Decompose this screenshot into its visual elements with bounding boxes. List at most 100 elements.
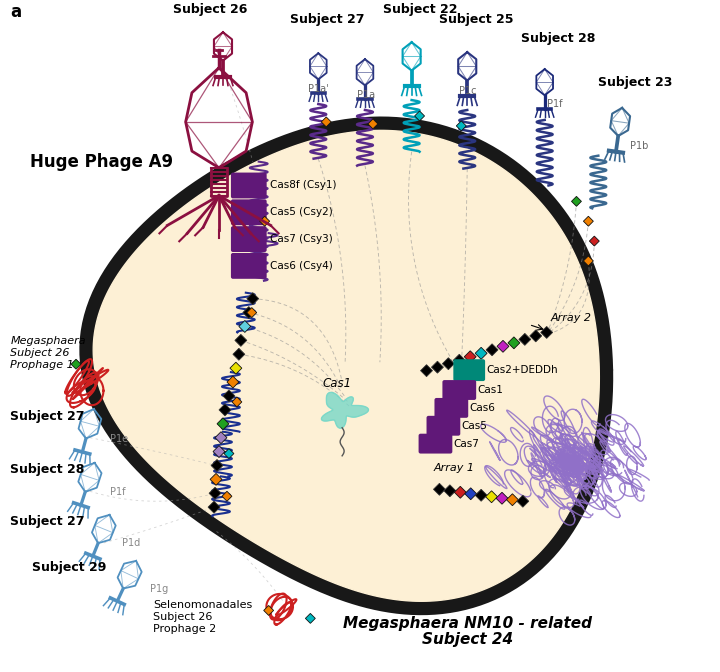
- Polygon shape: [71, 360, 81, 369]
- Text: P1a': P1a': [308, 84, 329, 94]
- Text: Subject 28: Subject 28: [521, 32, 595, 46]
- Text: Prophage 1: Prophage 1: [11, 360, 74, 370]
- Text: Subject 29: Subject 29: [32, 560, 107, 574]
- Text: Prophage 2: Prophage 2: [153, 624, 217, 634]
- Text: Cas8f (Csy1): Cas8f (Csy1): [270, 181, 336, 190]
- Text: P1e: P1e: [109, 433, 128, 444]
- Text: Subject 22: Subject 22: [383, 3, 457, 15]
- Polygon shape: [213, 446, 225, 458]
- Text: Selenomonadales: Selenomonadales: [153, 601, 253, 610]
- Polygon shape: [260, 216, 270, 226]
- Polygon shape: [433, 483, 446, 495]
- Text: Subject 26: Subject 26: [153, 612, 213, 622]
- FancyBboxPatch shape: [231, 253, 266, 279]
- Text: P1a: P1a: [357, 90, 375, 100]
- Polygon shape: [321, 117, 331, 127]
- Text: Cas6: Cas6: [469, 403, 495, 413]
- Text: Subject 23: Subject 23: [598, 76, 672, 89]
- Polygon shape: [583, 216, 593, 226]
- Text: Subject 27: Subject 27: [289, 13, 364, 26]
- Text: Cas6 (Csy4): Cas6 (Csy4): [270, 261, 333, 271]
- FancyBboxPatch shape: [418, 433, 452, 454]
- Text: P1f: P1f: [546, 99, 562, 109]
- Text: Cas7: Cas7: [454, 439, 480, 449]
- Text: Array 2: Array 2: [551, 312, 592, 323]
- Polygon shape: [456, 121, 467, 131]
- Text: Megasphaera NM10 - related: Megasphaera NM10 - related: [343, 616, 592, 631]
- Polygon shape: [219, 404, 231, 416]
- FancyBboxPatch shape: [454, 360, 485, 381]
- Polygon shape: [496, 493, 508, 504]
- Text: Subject 25: Subject 25: [439, 13, 514, 26]
- FancyBboxPatch shape: [231, 200, 266, 225]
- Polygon shape: [222, 491, 232, 501]
- Polygon shape: [368, 119, 378, 129]
- Text: Megasphaera: Megasphaera: [11, 337, 86, 346]
- Polygon shape: [264, 605, 274, 616]
- Polygon shape: [572, 196, 582, 206]
- Text: Subject 28: Subject 28: [11, 464, 85, 476]
- Polygon shape: [590, 236, 599, 246]
- Polygon shape: [227, 376, 239, 388]
- Polygon shape: [305, 614, 315, 624]
- Text: a: a: [11, 3, 22, 21]
- Polygon shape: [247, 308, 257, 318]
- Polygon shape: [541, 327, 553, 339]
- Text: Cas1: Cas1: [477, 385, 503, 395]
- Text: Cas7 (Csy3): Cas7 (Csy3): [270, 234, 333, 244]
- Polygon shape: [321, 392, 369, 428]
- Polygon shape: [93, 130, 599, 601]
- Polygon shape: [530, 330, 541, 342]
- Polygon shape: [215, 431, 227, 444]
- Text: P1b: P1b: [630, 140, 649, 151]
- Polygon shape: [243, 306, 255, 319]
- Text: Cas1: Cas1: [323, 377, 351, 390]
- FancyBboxPatch shape: [426, 416, 460, 435]
- Polygon shape: [475, 489, 487, 501]
- Text: P1c: P1c: [459, 86, 477, 96]
- Polygon shape: [508, 337, 520, 349]
- Text: Subject 26: Subject 26: [174, 3, 248, 15]
- Text: Array 1: Array 1: [433, 464, 474, 474]
- Polygon shape: [497, 340, 509, 352]
- Polygon shape: [420, 365, 433, 376]
- Polygon shape: [464, 488, 477, 500]
- Text: Huge Phage A9: Huge Phage A9: [30, 153, 174, 171]
- FancyBboxPatch shape: [231, 173, 266, 198]
- Polygon shape: [506, 494, 518, 506]
- Polygon shape: [235, 335, 247, 346]
- Polygon shape: [208, 501, 220, 513]
- Polygon shape: [230, 362, 242, 374]
- Polygon shape: [444, 485, 456, 497]
- Text: Cas2+DEDDh: Cas2+DEDDh: [486, 365, 558, 375]
- Polygon shape: [93, 130, 599, 601]
- Polygon shape: [454, 354, 465, 366]
- Text: Cas5: Cas5: [462, 421, 487, 431]
- Polygon shape: [415, 111, 425, 121]
- Polygon shape: [486, 344, 498, 355]
- Text: P1d: P1d: [122, 538, 140, 548]
- Polygon shape: [583, 256, 593, 266]
- Text: P1f: P1f: [109, 487, 125, 497]
- Text: Subject 27: Subject 27: [11, 410, 85, 423]
- Text: Subject 27: Subject 27: [11, 515, 85, 528]
- Text: Subject 26: Subject 26: [11, 348, 70, 358]
- FancyBboxPatch shape: [434, 398, 468, 418]
- Polygon shape: [247, 293, 258, 304]
- FancyBboxPatch shape: [442, 380, 476, 400]
- Polygon shape: [517, 495, 528, 507]
- Text: P1g: P1g: [150, 583, 168, 593]
- Polygon shape: [217, 418, 229, 429]
- Polygon shape: [442, 358, 454, 370]
- Polygon shape: [485, 491, 498, 503]
- Polygon shape: [454, 487, 467, 498]
- Polygon shape: [233, 348, 245, 360]
- Polygon shape: [239, 321, 251, 333]
- Polygon shape: [209, 487, 221, 499]
- FancyBboxPatch shape: [231, 226, 266, 252]
- Polygon shape: [464, 351, 476, 363]
- Text: Cas5 (Csy2): Cas5 (Csy2): [270, 207, 333, 217]
- Polygon shape: [211, 460, 223, 472]
- Polygon shape: [224, 449, 234, 458]
- Text: Subject 24: Subject 24: [422, 632, 513, 647]
